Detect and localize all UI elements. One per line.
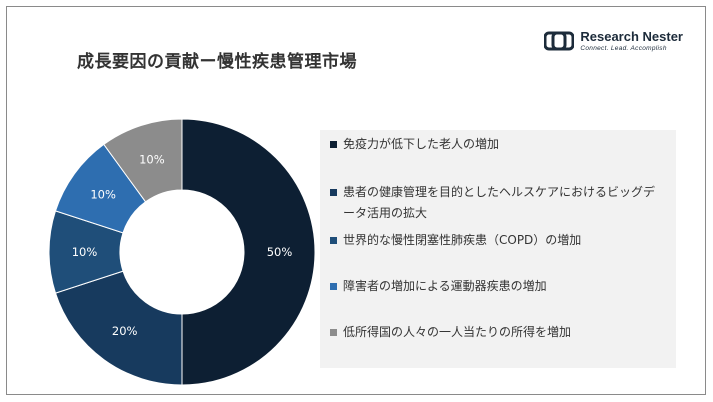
- legend-item-5: 低所得国の人々の一人当たりの所得を増加: [330, 322, 663, 343]
- legend-item-4: 障害者の増加による運動器疾患の増加: [330, 276, 663, 297]
- slice-label-4: 10%: [90, 188, 116, 202]
- legend-label-2: 患者の健康管理を目的としたヘルスケアにおけるビッグデータ活用の拡大: [343, 185, 656, 220]
- legend-item-1: 免疫力が低下した老人の増加: [330, 134, 663, 155]
- chart-frame: 成長要因の貢献ー慢性疾患管理市場 Research Nester Connect…: [6, 6, 706, 395]
- research-nester-logo-icon: [544, 31, 575, 50]
- legend-swatch-1: [330, 141, 337, 148]
- donut-chart: 50% 20% 10% 10% 10%: [48, 118, 316, 386]
- slice-label-1: 50%: [267, 245, 293, 259]
- legend-label-3: 世界的な慢性閉塞性肺疾患（COPD）の増加: [343, 233, 582, 247]
- donut-slice-2: [54, 270, 183, 386]
- donut-slice-5: [103, 118, 183, 203]
- legend-swatch-4: [330, 283, 337, 290]
- chart-legend: 免疫力が低下した老人の増加患者の健康管理を目的としたヘルスケアにおけるビッグデー…: [320, 130, 676, 368]
- legend-label-5: 低所得国の人々の一人当たりの所得を増加: [343, 325, 572, 339]
- legend-label-4: 障害者の増加による運動器疾患の増加: [343, 279, 547, 293]
- legend-swatch-3: [330, 237, 337, 244]
- legend-swatch-5: [330, 329, 337, 336]
- legend-swatch-2: [330, 189, 337, 196]
- logo-tagline: Connect. Lead. Accomplish: [580, 45, 667, 52]
- logo-name: Research Nester: [580, 29, 683, 44]
- donut-slice-1: [181, 118, 316, 386]
- slice-label-5: 10%: [139, 152, 165, 166]
- legend-item-3: 世界的な慢性閉塞性肺疾患（COPD）の増加: [330, 230, 663, 251]
- slice-label-2: 20%: [112, 324, 138, 338]
- slice-label-3: 10%: [72, 245, 98, 259]
- legend-label-1: 免疫力が低下した老人の増加: [343, 137, 500, 151]
- chart-title: 成長要因の貢献ー慢性疾患管理市場: [77, 52, 357, 72]
- legend-item-2: 患者の健康管理を目的としたヘルスケアにおけるビッグデータ活用の拡大: [330, 182, 663, 224]
- brand-logo: Research Nester Connect. Lead. Accomplis…: [544, 29, 683, 52]
